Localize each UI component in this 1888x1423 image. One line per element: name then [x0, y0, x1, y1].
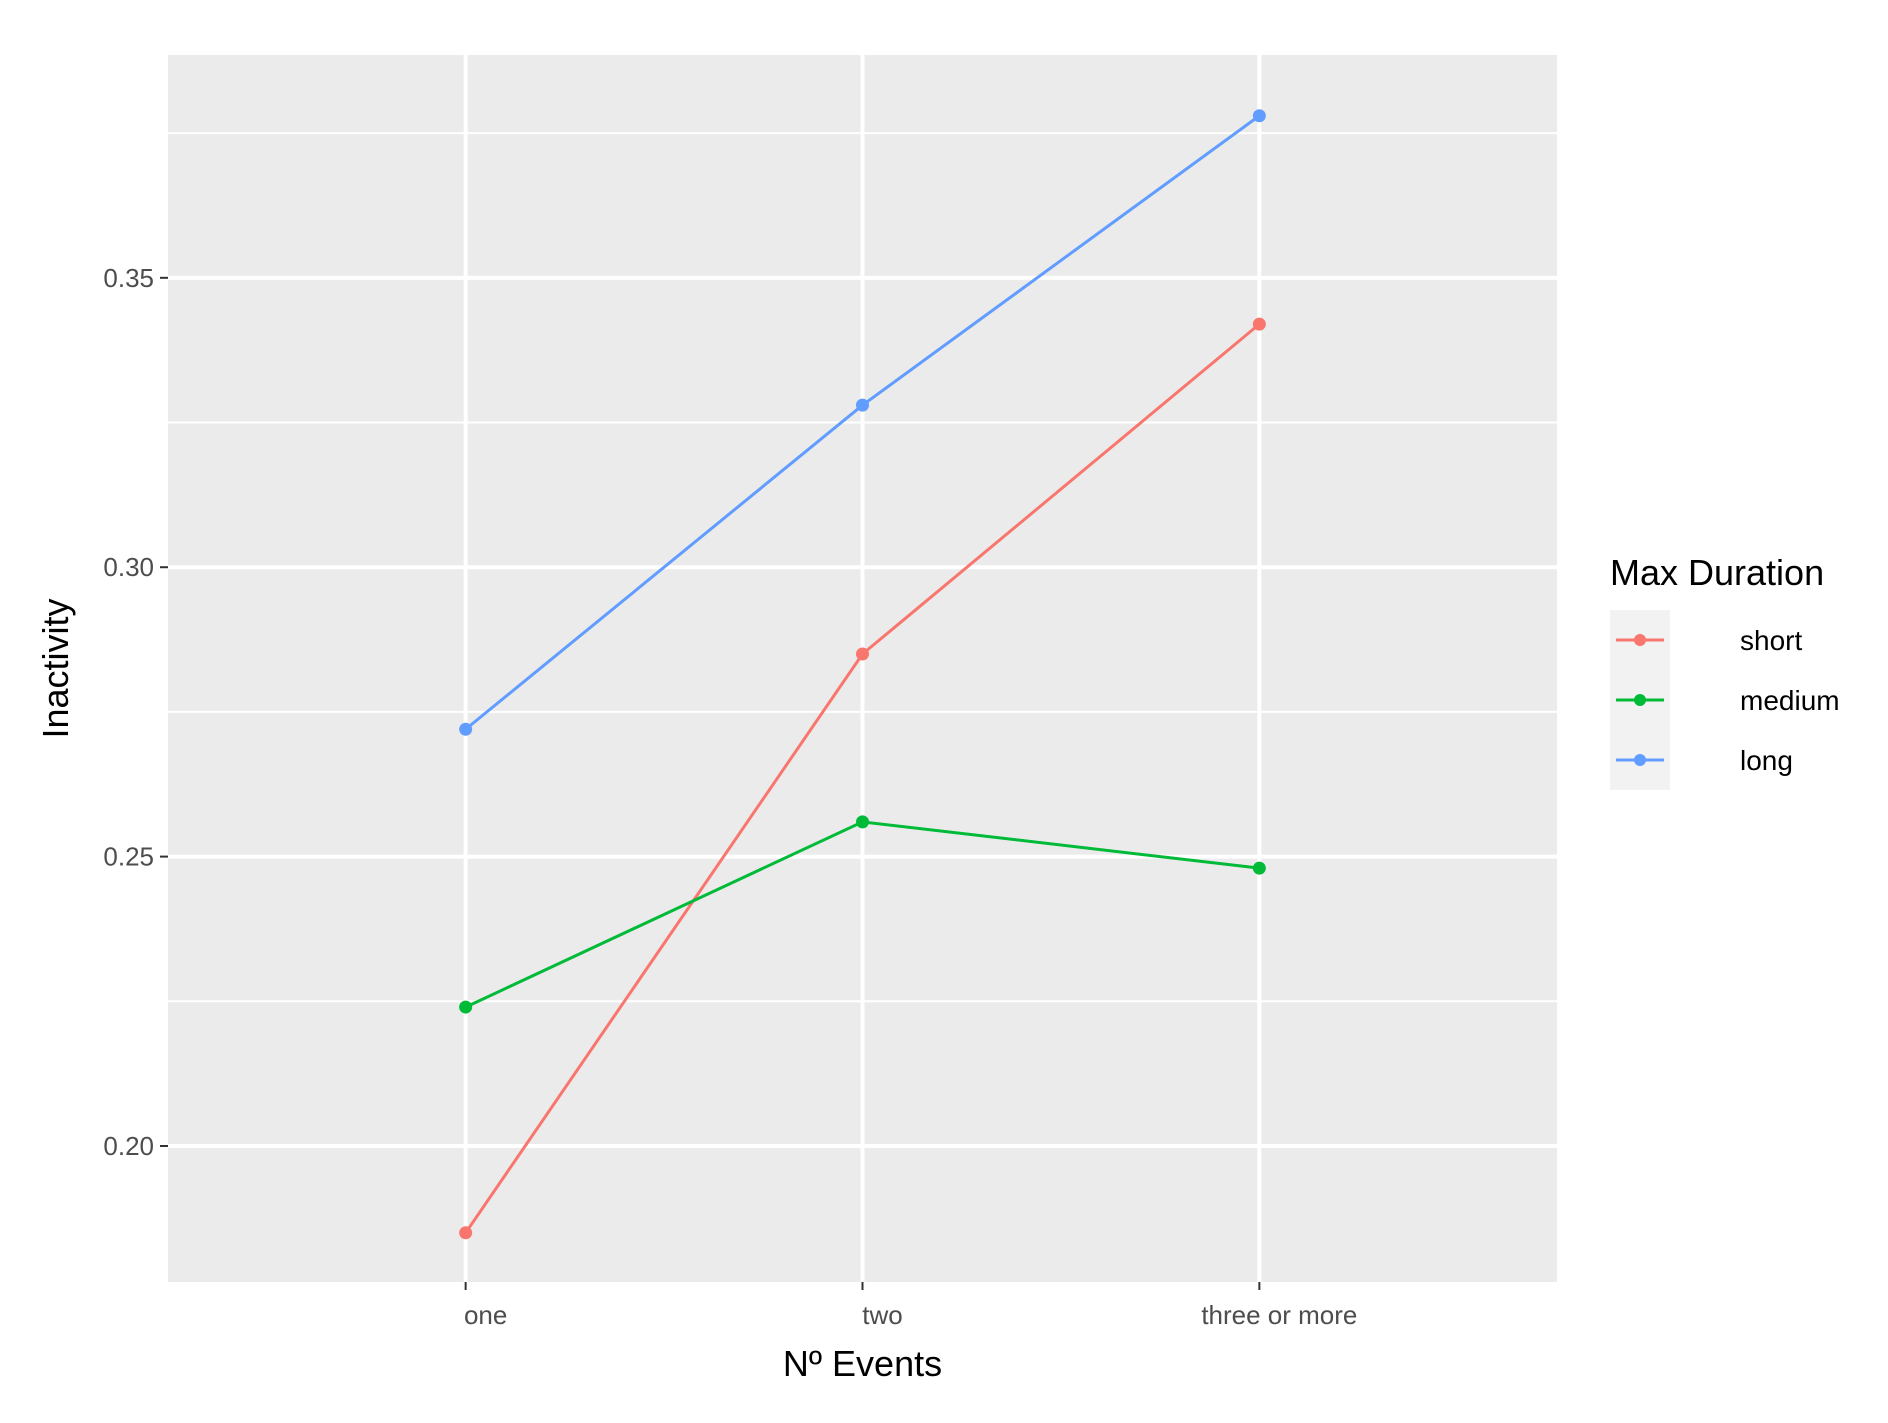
series-short [459, 317, 1266, 1240]
data-point-medium [856, 815, 869, 829]
x-axis: one two three or more [464, 1282, 1357, 1330]
x-tick-label: one [464, 1300, 507, 1330]
legend-label-short: short [1740, 625, 1802, 656]
legend-key-point-short [1634, 634, 1646, 646]
legend-title: Max Duration [1610, 552, 1824, 593]
legend-key-point-medium [1634, 694, 1646, 706]
data-point-medium [459, 1000, 473, 1014]
y-tick-label: 0.35 [103, 263, 154, 293]
y-axis: 0.20 0.25 0.30 0.35 [103, 263, 168, 1161]
data-point-short [856, 647, 869, 661]
x-tick-label: three or more [1201, 1300, 1357, 1330]
x-axis-title: Nº Events [783, 1343, 942, 1384]
series-layer [459, 109, 1266, 1240]
data-point-long [459, 722, 473, 736]
legend-key-point-long [1634, 754, 1646, 766]
legend-label-medium: medium [1740, 685, 1840, 716]
y-tick-label: 0.20 [103, 1131, 154, 1161]
data-point-long [856, 398, 869, 412]
y-axis-title: Inactivity [35, 598, 76, 738]
data-point-long [1252, 109, 1266, 123]
x-tick-label: two [862, 1300, 902, 1330]
data-point-medium [1252, 861, 1266, 875]
data-point-short [459, 1226, 473, 1240]
series-medium [459, 815, 1266, 1014]
y-tick-label: 0.25 [103, 842, 154, 872]
series-long [459, 109, 1266, 736]
y-tick-label: 0.30 [103, 552, 154, 582]
legend: Max Duration short medium long [1610, 552, 1840, 790]
data-point-short [1252, 317, 1266, 331]
legend-label-long: long [1740, 745, 1793, 776]
major-gridlines [168, 55, 1557, 1282]
